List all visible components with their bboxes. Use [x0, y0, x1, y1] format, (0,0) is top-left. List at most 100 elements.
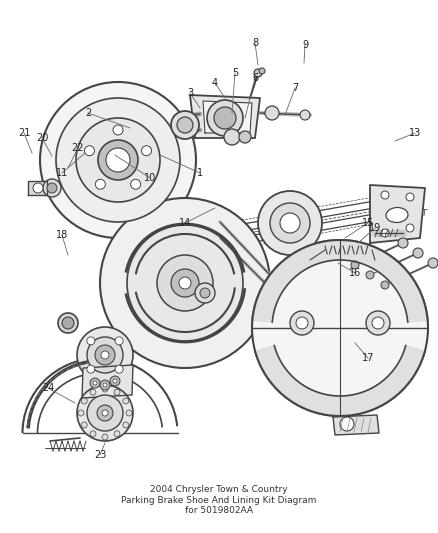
- Text: 7: 7: [292, 83, 298, 93]
- Circle shape: [381, 229, 389, 237]
- Text: 5: 5: [232, 68, 238, 78]
- Circle shape: [78, 410, 84, 416]
- Text: 8: 8: [252, 38, 258, 48]
- Circle shape: [114, 431, 120, 437]
- Text: 2004 Chrysler Town & Country
Parking Brake Shoe And Lining Kit Diagram
for 50198: 2004 Chrysler Town & Country Parking Bra…: [121, 485, 317, 515]
- Circle shape: [366, 271, 374, 279]
- Circle shape: [126, 410, 132, 416]
- Circle shape: [280, 213, 300, 233]
- Circle shape: [398, 238, 408, 248]
- Circle shape: [62, 317, 74, 329]
- Text: 10: 10: [144, 173, 156, 183]
- Text: 18: 18: [56, 230, 68, 240]
- Text: 17: 17: [362, 353, 374, 363]
- Circle shape: [123, 398, 129, 404]
- Text: 24: 24: [42, 383, 54, 393]
- Circle shape: [97, 405, 113, 421]
- Polygon shape: [252, 240, 427, 322]
- Circle shape: [103, 383, 107, 387]
- Circle shape: [406, 193, 414, 201]
- Circle shape: [90, 431, 96, 437]
- Circle shape: [141, 146, 152, 156]
- Circle shape: [43, 179, 61, 197]
- Circle shape: [296, 317, 308, 329]
- Text: 16: 16: [349, 268, 361, 278]
- Circle shape: [406, 224, 414, 232]
- Circle shape: [115, 337, 123, 345]
- Polygon shape: [82, 365, 133, 398]
- Circle shape: [300, 110, 310, 120]
- Circle shape: [102, 410, 108, 416]
- Text: 13: 13: [409, 128, 421, 138]
- Circle shape: [115, 365, 123, 373]
- Circle shape: [90, 389, 96, 395]
- Circle shape: [110, 376, 120, 386]
- Circle shape: [77, 385, 133, 441]
- Circle shape: [114, 389, 120, 395]
- Circle shape: [351, 261, 359, 269]
- Circle shape: [239, 131, 251, 143]
- Circle shape: [87, 395, 123, 431]
- Circle shape: [259, 68, 265, 74]
- Circle shape: [171, 269, 199, 297]
- Circle shape: [100, 198, 270, 368]
- Circle shape: [127, 225, 243, 341]
- Circle shape: [77, 327, 133, 383]
- Text: 11: 11: [56, 168, 68, 178]
- Circle shape: [102, 386, 108, 392]
- Text: T: T: [422, 208, 427, 217]
- Circle shape: [81, 422, 87, 428]
- Text: 23: 23: [94, 450, 106, 460]
- Circle shape: [177, 117, 193, 133]
- Polygon shape: [333, 415, 379, 435]
- Circle shape: [381, 191, 389, 199]
- Circle shape: [87, 337, 123, 373]
- Polygon shape: [190, 95, 260, 138]
- Text: 9: 9: [302, 40, 308, 50]
- Circle shape: [40, 82, 196, 238]
- Circle shape: [270, 203, 310, 243]
- Text: 3: 3: [187, 88, 193, 98]
- Circle shape: [87, 365, 95, 373]
- Circle shape: [76, 118, 160, 202]
- Circle shape: [372, 317, 384, 329]
- Text: 2: 2: [85, 108, 91, 118]
- Circle shape: [171, 111, 199, 139]
- Text: 14: 14: [179, 218, 191, 228]
- Text: 22: 22: [72, 143, 84, 153]
- Circle shape: [47, 183, 57, 193]
- Circle shape: [195, 283, 215, 303]
- Circle shape: [33, 183, 43, 193]
- Text: 15: 15: [362, 218, 374, 228]
- Circle shape: [157, 255, 213, 311]
- Circle shape: [131, 179, 141, 189]
- Circle shape: [413, 248, 423, 258]
- Polygon shape: [370, 185, 425, 243]
- Text: 20: 20: [36, 133, 48, 143]
- Circle shape: [214, 107, 236, 129]
- Circle shape: [179, 277, 191, 289]
- Circle shape: [254, 69, 262, 77]
- Circle shape: [428, 258, 438, 268]
- Circle shape: [93, 381, 97, 385]
- Circle shape: [258, 191, 322, 255]
- Circle shape: [224, 129, 240, 145]
- Circle shape: [90, 378, 100, 388]
- Circle shape: [290, 311, 314, 335]
- Circle shape: [56, 98, 180, 222]
- Circle shape: [102, 434, 108, 440]
- Circle shape: [95, 179, 106, 189]
- Text: 19: 19: [369, 223, 381, 233]
- Circle shape: [113, 125, 123, 135]
- Polygon shape: [255, 345, 425, 416]
- Circle shape: [106, 148, 130, 172]
- Circle shape: [207, 100, 243, 136]
- Circle shape: [265, 106, 279, 120]
- Ellipse shape: [386, 207, 408, 222]
- Text: 4: 4: [212, 78, 218, 88]
- Text: 6: 6: [252, 73, 258, 83]
- Circle shape: [113, 379, 117, 383]
- Circle shape: [81, 398, 87, 404]
- Circle shape: [101, 351, 109, 359]
- Circle shape: [340, 417, 354, 431]
